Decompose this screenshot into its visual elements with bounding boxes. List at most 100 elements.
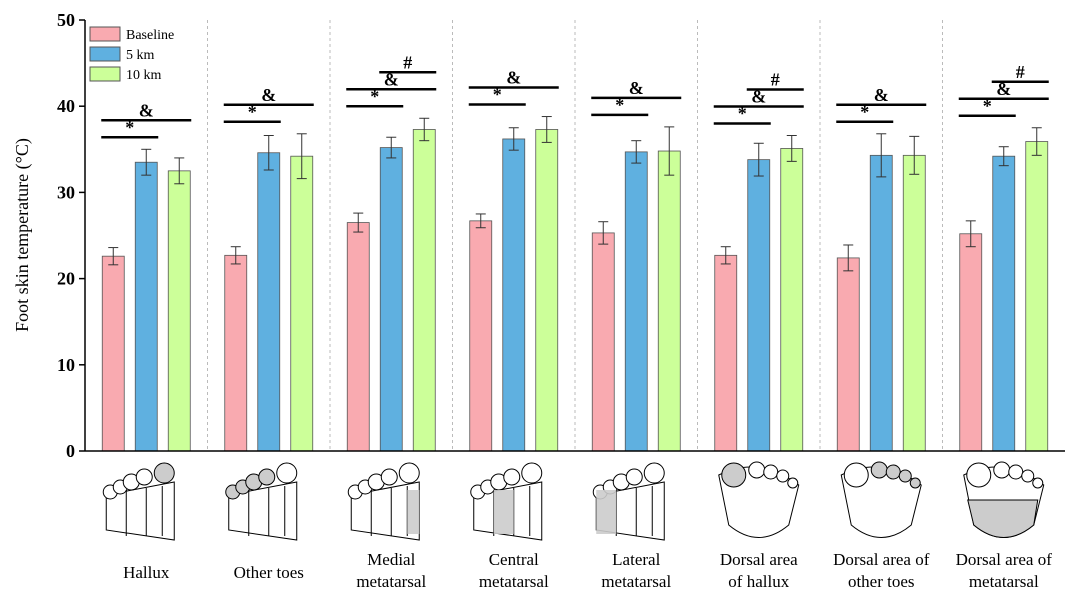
toe (763, 464, 779, 480)
significance-label: * (738, 104, 747, 124)
bar (535, 129, 559, 452)
bar (346, 222, 370, 452)
significance-label: * (493, 85, 502, 105)
foot-icon (718, 461, 800, 538)
bar (624, 151, 648, 452)
foot-region (493, 490, 514, 534)
toe (898, 469, 912, 483)
bar (1025, 141, 1049, 452)
toe (625, 468, 643, 486)
x-tick-label: metatarsal (479, 572, 549, 591)
error-bar (263, 135, 274, 171)
significance-label: & (996, 79, 1011, 99)
significance-label: & (506, 68, 521, 88)
foot-outline (105, 481, 175, 541)
toe (776, 469, 790, 483)
y-tick-label: 50 (57, 10, 75, 30)
toe (643, 462, 665, 484)
error-bar (1031, 127, 1042, 156)
error-bar (230, 246, 241, 265)
y-tick-label: 10 (57, 355, 75, 375)
error-bar (108, 247, 119, 266)
toe (885, 464, 901, 480)
x-tick-label: other toes (848, 572, 915, 591)
bar (902, 154, 926, 452)
foot-icon (347, 462, 420, 541)
bar (469, 220, 493, 452)
error-bar (998, 146, 1009, 167)
bar (869, 154, 893, 452)
x-tick-label: Lateral (612, 550, 660, 569)
significance-label: * (983, 96, 992, 116)
bar (836, 257, 860, 452)
toe (966, 462, 992, 488)
error-bar (296, 133, 307, 180)
bar (379, 147, 403, 452)
significance-label: * (860, 102, 869, 122)
foot-outline (350, 481, 420, 541)
bar (290, 155, 314, 452)
y-tick-label: 30 (57, 182, 75, 202)
error-bar (753, 142, 764, 177)
legend-label: Baseline (126, 28, 174, 43)
toe (276, 462, 298, 484)
error-bar (419, 117, 430, 142)
x-tick-label: Hallux (123, 563, 170, 582)
x-tick-label: Dorsal area of (956, 550, 1053, 569)
significance-label: # (1016, 62, 1025, 82)
bar (591, 232, 615, 452)
y-tick-label: 0 (66, 441, 75, 461)
toe (870, 461, 888, 479)
significance-label: & (384, 69, 399, 89)
significance-label: # (771, 70, 780, 90)
toe (503, 468, 521, 486)
toe (993, 461, 1011, 479)
toe (521, 462, 543, 484)
error-bar (598, 221, 609, 245)
significance-label: * (615, 95, 624, 115)
bar (780, 148, 804, 452)
error-bar (909, 135, 920, 175)
foot-icon (225, 462, 298, 541)
legend-swatch (89, 26, 121, 42)
toe (1021, 469, 1035, 483)
significance-label: & (751, 87, 766, 107)
significance-label: * (370, 86, 379, 106)
bar (224, 254, 248, 452)
foot-outline (228, 481, 298, 541)
bar (992, 155, 1016, 452)
x-tick-label: Central (489, 550, 539, 569)
x-tick-label: Dorsal area (720, 550, 798, 569)
foot-icon (963, 461, 1045, 538)
legend-label: 10 km (126, 68, 162, 83)
bar (714, 254, 738, 452)
legend-label: 5 km (126, 48, 155, 63)
significance-label: * (125, 117, 134, 137)
toe (1008, 464, 1024, 480)
error-bar (664, 126, 675, 176)
toe (748, 461, 766, 479)
error-bar (386, 136, 397, 159)
toe (380, 468, 398, 486)
legend-swatch (89, 66, 121, 82)
significance-label: & (261, 85, 276, 105)
error-bar (876, 133, 887, 178)
x-tick-label: Other toes (234, 563, 304, 582)
toe (153, 462, 175, 484)
significance-label: # (403, 52, 412, 72)
bar (134, 161, 158, 452)
bar (502, 138, 526, 452)
error-bar (786, 135, 797, 162)
error-bar (541, 116, 552, 143)
y-tick-label: 20 (57, 269, 75, 289)
y-tick-label: 40 (57, 96, 75, 116)
foot-region (596, 490, 617, 534)
toe (787, 477, 799, 489)
bar (412, 129, 436, 452)
foot-icon (102, 462, 175, 541)
foot-region (407, 490, 420, 534)
error-bar (965, 220, 976, 248)
bar (101, 255, 125, 452)
significance-label: & (139, 100, 154, 120)
